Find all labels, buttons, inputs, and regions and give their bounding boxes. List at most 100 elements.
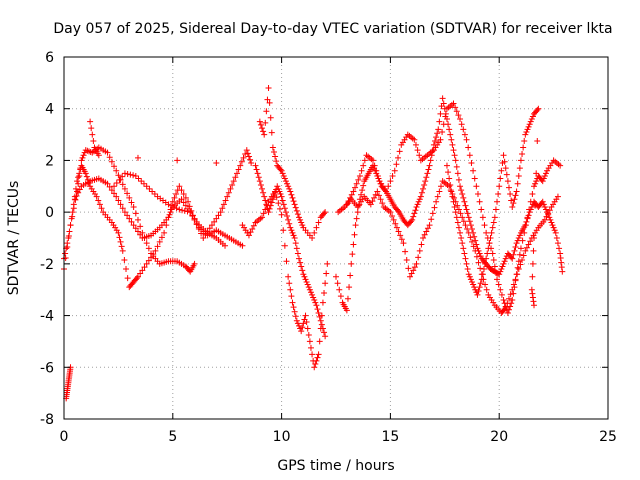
data-point (72, 196, 79, 203)
data-point (501, 258, 508, 265)
data-point (557, 250, 564, 257)
data-point (516, 251, 523, 258)
x-tick-label: 0 (60, 429, 69, 445)
data-point (300, 320, 307, 327)
data-point (151, 191, 158, 198)
data-point (521, 229, 528, 236)
y-tick-label: 0 (45, 205, 54, 221)
data-point (119, 205, 126, 212)
data-point (416, 247, 423, 254)
series-track-i (343, 100, 564, 316)
data-point (287, 286, 294, 293)
data-point (286, 220, 293, 227)
data-point (297, 216, 304, 223)
data-point (104, 149, 111, 156)
data-point (459, 214, 466, 221)
data-point (379, 200, 386, 207)
data-point (276, 205, 283, 212)
data-point (454, 219, 461, 226)
points-layer (61, 85, 566, 402)
data-point (322, 209, 329, 216)
data-point (411, 210, 418, 217)
data-point (410, 213, 417, 220)
data-point (533, 170, 540, 177)
data-point (334, 280, 341, 287)
data-point (296, 322, 303, 329)
data-point (230, 178, 237, 185)
data-point (369, 198, 376, 205)
data-point (68, 215, 75, 222)
data-point (291, 235, 298, 241)
y-axis-label: SDTVAR / TECUs (6, 181, 22, 296)
data-point (116, 234, 123, 241)
data-point (260, 189, 267, 196)
data-point (261, 193, 268, 200)
data-point (539, 198, 546, 205)
data-point (247, 229, 254, 236)
data-point (347, 194, 354, 201)
data-point (395, 228, 402, 235)
data-point (519, 150, 526, 157)
data-point (134, 273, 141, 280)
data-point (529, 290, 536, 297)
data-point (170, 203, 177, 210)
data-point (188, 207, 195, 214)
data-point (448, 136, 455, 143)
data-point (541, 172, 548, 179)
data-point (181, 207, 188, 214)
data-point (437, 183, 444, 190)
data-point (206, 225, 213, 232)
data-point (414, 147, 421, 154)
data-point (496, 183, 503, 190)
data-point (375, 175, 382, 182)
data-point (468, 160, 475, 167)
data-point (409, 216, 416, 223)
data-point (480, 266, 487, 273)
data-point (64, 240, 71, 247)
data-point (232, 174, 239, 181)
data-point (406, 273, 413, 280)
data-point (437, 110, 444, 117)
data-point (521, 138, 528, 145)
data-point (333, 273, 339, 280)
data-point (483, 286, 490, 293)
data-point (526, 209, 533, 216)
data-point (293, 317, 300, 324)
data-point (517, 157, 524, 164)
data-point (282, 209, 289, 216)
data-point (505, 295, 512, 302)
data-point (461, 250, 468, 257)
data-point (290, 198, 297, 205)
data-point (522, 247, 529, 254)
data-point (466, 273, 473, 280)
data-point (432, 138, 439, 145)
data-point (452, 104, 459, 111)
data-point (176, 206, 183, 213)
data-point (313, 357, 320, 364)
data-point (185, 198, 192, 205)
data-point (311, 364, 318, 371)
data-point (314, 354, 321, 361)
data-point (495, 281, 502, 288)
data-point (293, 207, 300, 214)
data-point (529, 273, 536, 280)
data-point (111, 183, 118, 190)
data-point (446, 126, 453, 133)
data-point (169, 198, 176, 205)
data-point (179, 207, 186, 214)
data-point (294, 211, 301, 218)
data-point (359, 187, 366, 194)
data-point (309, 235, 316, 241)
data-point (511, 196, 518, 203)
data-point (527, 198, 534, 205)
data-point (509, 255, 516, 262)
data-point (98, 205, 105, 212)
data-point (292, 313, 299, 320)
data-point (285, 216, 292, 223)
data-point (298, 328, 305, 335)
data-point (540, 201, 547, 208)
series-track-l (63, 364, 74, 402)
data-point (517, 245, 524, 252)
data-point (530, 247, 537, 254)
data-point (138, 178, 145, 185)
